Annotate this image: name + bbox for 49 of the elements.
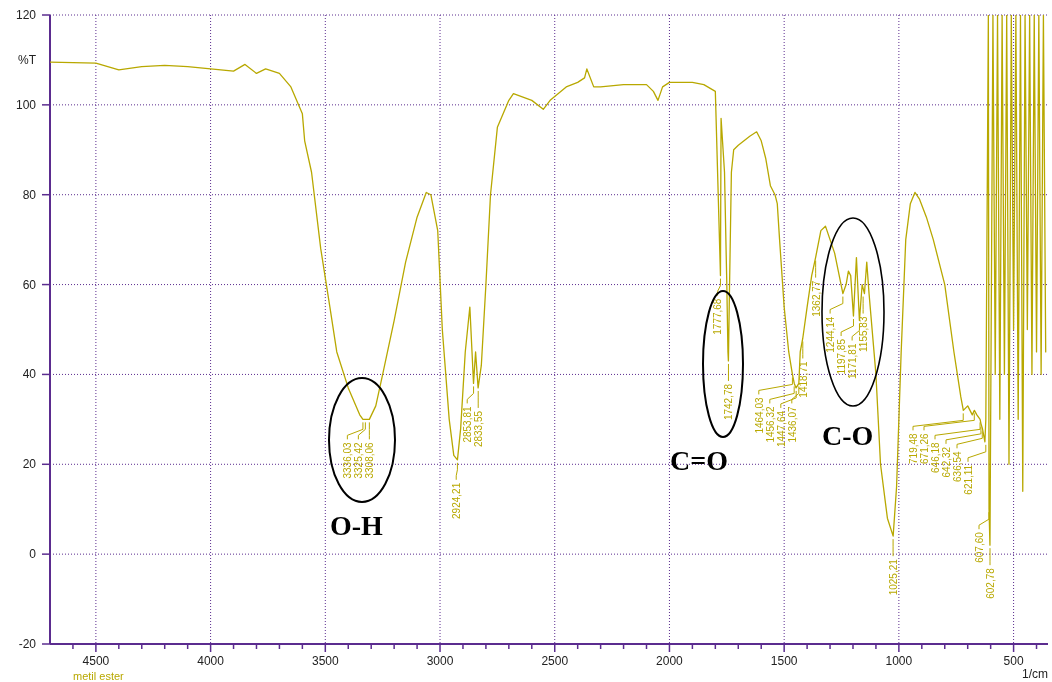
annotation: 3336,03 <box>342 441 354 479</box>
annotation: 1436,07 <box>786 405 798 443</box>
annotation: 671,26 <box>919 432 931 464</box>
x-axis-title: 1/cm <box>1021 667 1048 681</box>
annotation: 607,60 <box>974 531 986 563</box>
annotation: 2853,81 <box>462 405 474 443</box>
y-tick-label: 40 <box>22 367 37 382</box>
annotation: 719,48 <box>908 432 920 464</box>
x-tick-label: 1500 <box>770 654 798 668</box>
annotation: 1155,83 <box>858 316 870 352</box>
y-tick-label: 120 <box>15 8 37 22</box>
annotation: 602,78 <box>985 567 997 599</box>
x-tick-label: 4000 <box>197 654 225 668</box>
annotation: 1456,32 <box>764 405 776 443</box>
annotation: 1447,64 <box>775 410 787 448</box>
annotation: 2833,55 <box>473 410 485 448</box>
annotation: 646,18 <box>930 441 942 473</box>
y-axis-title: %T <box>18 52 37 67</box>
y-tick-label: -20 <box>18 637 37 651</box>
x-tick-label: 2000 <box>656 654 684 668</box>
annotation: C-O <box>822 420 874 451</box>
annotation: O-H <box>330 510 384 541</box>
annotation: 636,54 <box>952 450 964 482</box>
x-tick-label: 3500 <box>311 654 339 668</box>
y-tick-label: 60 <box>22 277 37 292</box>
y-tick-label: 20 <box>22 457 37 472</box>
text: metil ester <box>73 670 125 682</box>
x-tick-label: 2500 <box>541 654 569 668</box>
x-tick-label: 500 <box>1003 654 1024 668</box>
x-tick-label: 3000 <box>426 654 454 668</box>
annotation: 1197,85 <box>836 338 848 375</box>
annotation: 1777,68 <box>712 298 724 335</box>
y-tick-label: 0 <box>29 547 37 562</box>
annotation: C=O <box>670 445 728 476</box>
annotation: 1742,78 <box>723 383 735 421</box>
annotation: 1244,14 <box>825 316 837 353</box>
annotation: 1362,77 <box>810 280 822 317</box>
annotation: 3325,42 <box>353 441 365 479</box>
annotation: 642,32 <box>941 446 953 478</box>
annotation: 1171,81 <box>847 343 859 379</box>
annotation: 2924,21 <box>451 482 463 519</box>
annotation: 1025,21 <box>888 558 900 596</box>
annotation: 1464,03 <box>753 397 765 434</box>
x-tick-label: 4500 <box>82 654 110 668</box>
y-tick-label: 100 <box>15 97 37 112</box>
annotation: 621,11 <box>963 464 975 495</box>
annotation: 3308,06 <box>364 441 376 479</box>
y-tick-label: 80 <box>22 187 37 202</box>
x-tick-label: 1000 <box>885 654 913 668</box>
